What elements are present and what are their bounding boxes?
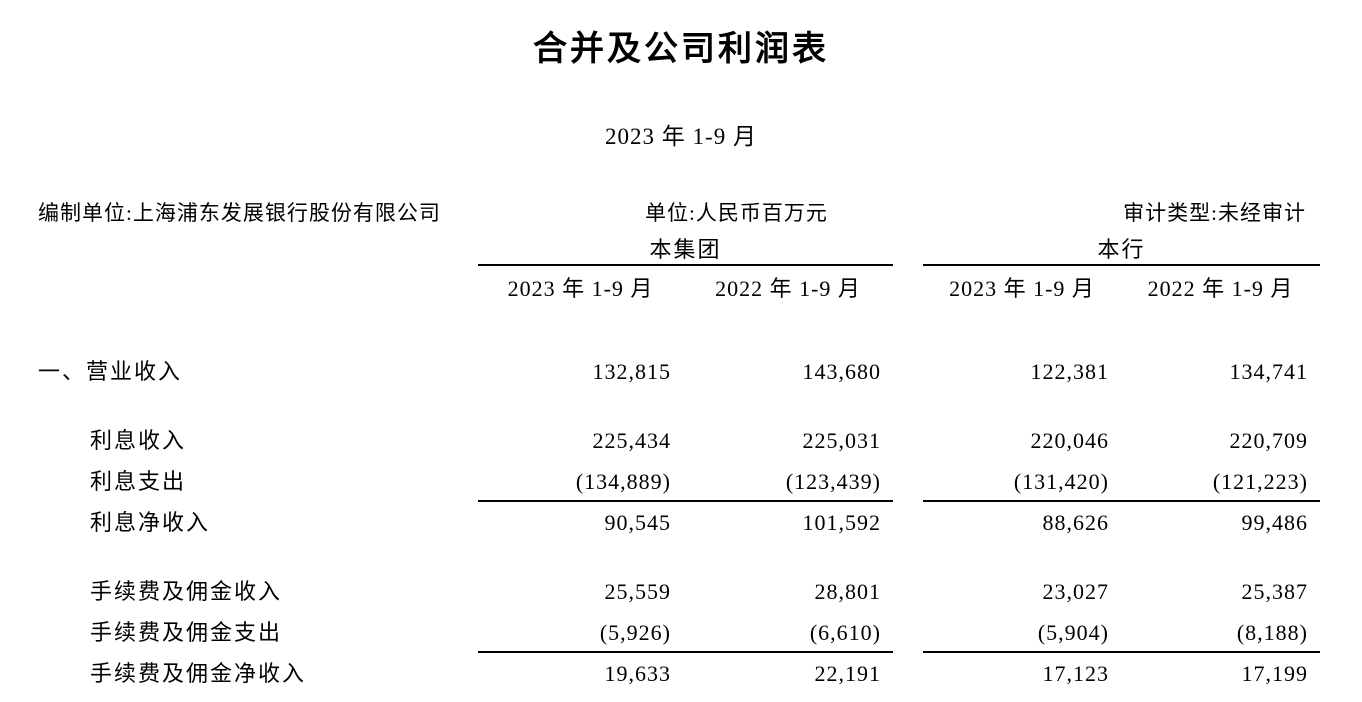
value-cell: 122,381 — [1030, 359, 1109, 384]
row-label: 利息收入 — [90, 428, 187, 453]
value-cell: (8,188) — [1236, 620, 1308, 645]
right-margin — [1320, 653, 1362, 694]
value-cell: 17,123 — [1042, 661, 1109, 686]
group-header-spacer — [0, 236, 478, 266]
table-row: 利息净收入 90,545 101,592 88,626 99,486 — [0, 502, 1362, 543]
value-cell: 132,815 — [592, 359, 671, 384]
right-margin — [1320, 236, 1362, 266]
value-cell: 25,387 — [1241, 579, 1308, 604]
value-cell: 90,545 — [604, 510, 671, 535]
group-gap — [893, 461, 923, 502]
value-cell: (6,610) — [809, 620, 881, 645]
value-cell: 19,633 — [604, 661, 671, 686]
row-values-group-2: 122,381 134,741 — [923, 351, 1320, 392]
row-values-group-2: (131,420) (121,223) — [923, 461, 1320, 502]
column-header-group-2023: 2023 年 1-9 月 — [507, 276, 654, 301]
table-row: 一、营业收入 132,815 143,680 122,381 134,741 — [0, 351, 1362, 392]
group-header-the-group: 本集团 — [478, 236, 893, 266]
value-cell: 220,046 — [1030, 428, 1109, 453]
right-margin — [1320, 273, 1362, 305]
row-values-group-1: 225,434 225,031 — [478, 420, 893, 461]
value-cell: 88,626 — [1042, 510, 1109, 535]
group-gap — [893, 612, 923, 653]
column-header-bank-2023: 2023 年 1-9 月 — [949, 276, 1095, 301]
row-values-group-1: 25,559 28,801 — [478, 571, 893, 612]
group-gap — [893, 236, 923, 266]
table-row: 手续费及佣金支出 (5,926) (6,610) (5,904) (8,188) — [0, 612, 1362, 653]
group-header-row: 本集团 本行 — [0, 236, 1362, 266]
section-spacer — [0, 543, 1362, 571]
value-cell: 225,434 — [592, 428, 671, 453]
column-header-row: 2023 年 1-9 月 2022 年 1-9 月 2023 年 1-9 月 2… — [0, 266, 1362, 305]
row-values-group-1: 90,545 101,592 — [478, 502, 893, 543]
table-body: 一、营业收入 132,815 143,680 122,381 134,741 利息收入 22… — [0, 351, 1362, 694]
group-header-the-bank: 本行 — [923, 236, 1320, 266]
group-gap — [893, 273, 923, 305]
value-cell: (121,223) — [1212, 469, 1308, 494]
value-cell: 22,191 — [814, 661, 881, 686]
currency-unit-label: 单位:人民币百万元 — [645, 201, 828, 225]
info-row: 编制单位:上海浦东发展银行股份有限公司 单位:人民币百万元 审计类型:未经审计 — [0, 198, 1362, 228]
row-values-group-1: 132,815 143,680 — [478, 351, 893, 392]
table-row: 手续费及佣金收入 25,559 28,801 23,027 25,387 — [0, 571, 1362, 612]
right-margin — [1320, 461, 1362, 502]
group-gap — [893, 571, 923, 612]
row-label: 手续费及佣金净收入 — [90, 661, 307, 686]
value-cell: (5,926) — [599, 620, 671, 645]
page-title: 合并及公司利润表 — [533, 31, 829, 68]
column-header-group-2: 2023 年 1-9 月 2022 年 1-9 月 — [923, 273, 1320, 305]
group-gap — [893, 351, 923, 392]
column-header-group-1: 2023 年 1-9 月 2022 年 1-9 月 — [478, 273, 893, 305]
row-values-group-1: (5,926) (6,610) — [478, 612, 893, 653]
value-cell: 25,559 — [604, 579, 671, 604]
audit-type-label: 审计类型:未经审计 — [1123, 201, 1306, 225]
value-cell: (134,889) — [575, 469, 671, 494]
row-label: 手续费及佣金支出 — [90, 620, 283, 645]
value-cell: (131,420) — [1013, 469, 1109, 494]
value-cell: 28,801 — [814, 579, 881, 604]
row-values-group-2: (5,904) (8,188) — [923, 612, 1320, 653]
column-header-spacer — [0, 273, 478, 305]
value-cell: 99,486 — [1241, 510, 1308, 535]
value-cell: 143,680 — [802, 359, 881, 384]
right-margin — [1320, 351, 1362, 392]
table-row: 利息收入 225,434 225,031 220,046 220,709 — [0, 420, 1362, 461]
right-margin — [1320, 612, 1362, 653]
group-gap — [893, 502, 923, 543]
value-cell: 225,031 — [802, 428, 881, 453]
row-values-group-2: 88,626 99,486 — [923, 502, 1320, 543]
value-cell: (5,904) — [1037, 620, 1109, 645]
row-values-group-2: 17,123 17,199 — [923, 653, 1320, 694]
column-header-group-2022: 2022 年 1-9 月 — [715, 276, 861, 301]
prepared-by-label: 编制单位:上海浦东发展银行股份有限公司 — [38, 201, 441, 225]
table-row: 利息支出 (134,889) (123,439) (131,420) (121,223) — [0, 461, 1362, 502]
row-label: 利息支出 — [90, 469, 187, 494]
value-cell: (123,439) — [785, 469, 881, 494]
row-values-group-1: 19,633 22,191 — [478, 653, 893, 694]
row-label: 手续费及佣金收入 — [90, 579, 283, 604]
row-values-group-2: 220,046 220,709 — [923, 420, 1320, 461]
value-cell: 17,199 — [1241, 661, 1308, 686]
column-header-bank-2022: 2022 年 1-9 月 — [1147, 276, 1294, 301]
row-label: 利息净收入 — [90, 510, 211, 535]
value-cell: 23,027 — [1042, 579, 1109, 604]
row-values-group-1: (134,889) (123,439) — [478, 461, 893, 502]
group-gap — [893, 653, 923, 694]
right-margin — [1320, 420, 1362, 461]
right-margin — [1320, 571, 1362, 612]
row-values-group-2: 23,027 25,387 — [923, 571, 1320, 612]
value-cell: 101,592 — [802, 510, 881, 535]
section-spacer — [0, 392, 1362, 420]
table-row: 手续费及佣金净收入 19,633 22,191 17,123 17,199 — [0, 653, 1362, 694]
report-period: 2023 年 1-9 月 — [605, 124, 757, 149]
group-gap — [893, 420, 923, 461]
value-cell: 134,741 — [1229, 359, 1308, 384]
row-label: 一、营业收入 — [38, 359, 183, 384]
value-cell: 220,709 — [1229, 428, 1308, 453]
right-margin — [1320, 502, 1362, 543]
